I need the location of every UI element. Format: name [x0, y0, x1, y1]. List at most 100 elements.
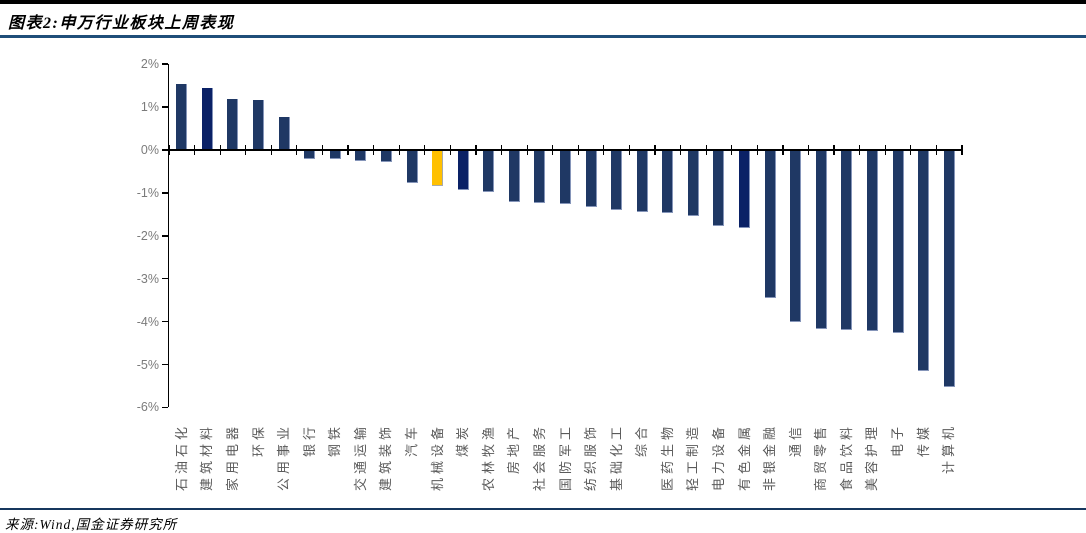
x-tick: [424, 144, 426, 155]
bar-建筑材料: [201, 87, 213, 150]
x-category-label: 美容护理: [864, 423, 880, 492]
x-category-label: 石油石化: [173, 423, 189, 492]
bar-通信: [790, 150, 802, 323]
x-category-label: 农林牧渔: [480, 423, 496, 492]
x-category-label: 建筑材料: [199, 423, 215, 492]
page-top-border: [0, 0, 1086, 4]
x-tick: [552, 144, 554, 155]
y-tick: [162, 320, 168, 323]
bar-有色金属: [739, 150, 751, 229]
x-category-label: 公用事业: [276, 423, 292, 492]
x-category-label: 汽车: [404, 423, 420, 458]
y-axis-line: [167, 64, 169, 407]
y-tick-label: -2%: [136, 228, 159, 243]
x-tick: [961, 144, 963, 155]
bar-煤炭: [457, 150, 469, 190]
x-tick: [347, 144, 349, 155]
x-category-label: 医药生物: [659, 423, 675, 492]
x-axis-line: [167, 149, 962, 151]
x-category-label: 房地产: [506, 423, 522, 475]
x-category-label: 有色金属: [736, 423, 752, 492]
x-tick: [833, 144, 835, 155]
figure-title: 图表2:申万行业板块上周表现: [8, 15, 235, 32]
x-category-label: 纺织服饰: [583, 423, 599, 492]
bar-公用事业: [278, 116, 290, 150]
x-tick: [168, 144, 170, 155]
x-category-label: 交通运输: [352, 423, 368, 492]
y-tick-label: -3%: [136, 271, 159, 286]
y-tick-label: 1%: [140, 100, 159, 115]
bar-食品饮料: [841, 150, 853, 331]
bar-家用电器: [227, 98, 239, 150]
bar-传媒: [918, 150, 930, 371]
x-tick: [321, 144, 324, 155]
x-tick: [193, 144, 196, 155]
bar-汽车: [406, 150, 418, 184]
bar-纺织服饰: [585, 150, 597, 208]
x-tick: [296, 144, 298, 155]
y-tick: [162, 363, 168, 366]
title-underline: [0, 35, 1086, 38]
x-tick: [782, 144, 784, 155]
x-tick: [756, 144, 758, 155]
x-tick: [654, 144, 656, 155]
x-category-label: 综合: [634, 423, 650, 458]
x-tick: [373, 144, 375, 155]
bar-钢铁: [329, 150, 341, 160]
x-category-label: 电子: [890, 423, 906, 458]
y-tick-label: -4%: [136, 314, 159, 329]
x-category-label: 非银金融: [762, 423, 778, 492]
x-category-label: 银行: [301, 423, 317, 458]
x-category-label: 家用电器: [224, 423, 240, 492]
x-category-label: 社会服务: [531, 423, 547, 492]
bar-银行: [304, 150, 316, 159]
x-category-label: 国防军工: [557, 423, 573, 492]
x-tick: [500, 144, 503, 155]
bar-社会服务: [534, 150, 546, 204]
x-tick: [705, 144, 707, 155]
y-tick: [162, 192, 168, 194]
bar-计算机: [943, 150, 955, 387]
x-tick: [475, 144, 477, 155]
bar-国防军工: [560, 150, 571, 204]
x-category-label: 机械设备: [429, 423, 445, 492]
x-category-label: 基础化工: [608, 423, 624, 492]
y-tick-label: -1%: [136, 185, 159, 200]
bar-农林牧渔: [483, 150, 495, 193]
x-tick: [731, 144, 733, 155]
x-category-label: 商贸零售: [813, 423, 829, 492]
footer-divider: [0, 508, 1086, 510]
x-tick: [859, 144, 861, 155]
bar-基础化工: [611, 150, 623, 211]
x-category-label: 计算机: [941, 423, 957, 475]
x-category-label: 煤炭: [455, 423, 471, 458]
bar-轻工制造: [687, 150, 699, 217]
y-tick-label: -5%: [136, 357, 159, 372]
x-tick: [910, 144, 912, 155]
y-tick: [162, 277, 168, 280]
x-tick: [449, 144, 451, 155]
x-tick: [219, 144, 221, 155]
x-tick: [245, 144, 247, 155]
x-tick: [935, 144, 937, 155]
x-tick: [270, 144, 272, 155]
bar-石油石化: [176, 83, 188, 150]
x-tick: [807, 144, 810, 155]
x-category-label: 通信: [787, 423, 803, 458]
y-tick-label: 0%: [140, 143, 159, 157]
bar-交通运输: [355, 150, 367, 162]
bar-美容护理: [866, 150, 878, 332]
bar-非银金融: [764, 150, 776, 298]
x-tick: [680, 144, 682, 155]
bar-电力设备: [713, 150, 725, 226]
x-category-label: 钢铁: [327, 423, 343, 458]
y-tick: [162, 106, 168, 108]
x-category-label: 传媒: [915, 423, 931, 458]
source-note: 来源:Wind,国金证券研究所: [5, 517, 178, 532]
bar-医药生物: [662, 150, 674, 213]
bar-商贸零售: [815, 150, 827, 329]
x-category-label: 电力设备: [710, 423, 726, 492]
bar-房地产: [508, 150, 520, 203]
x-tick: [628, 144, 631, 155]
